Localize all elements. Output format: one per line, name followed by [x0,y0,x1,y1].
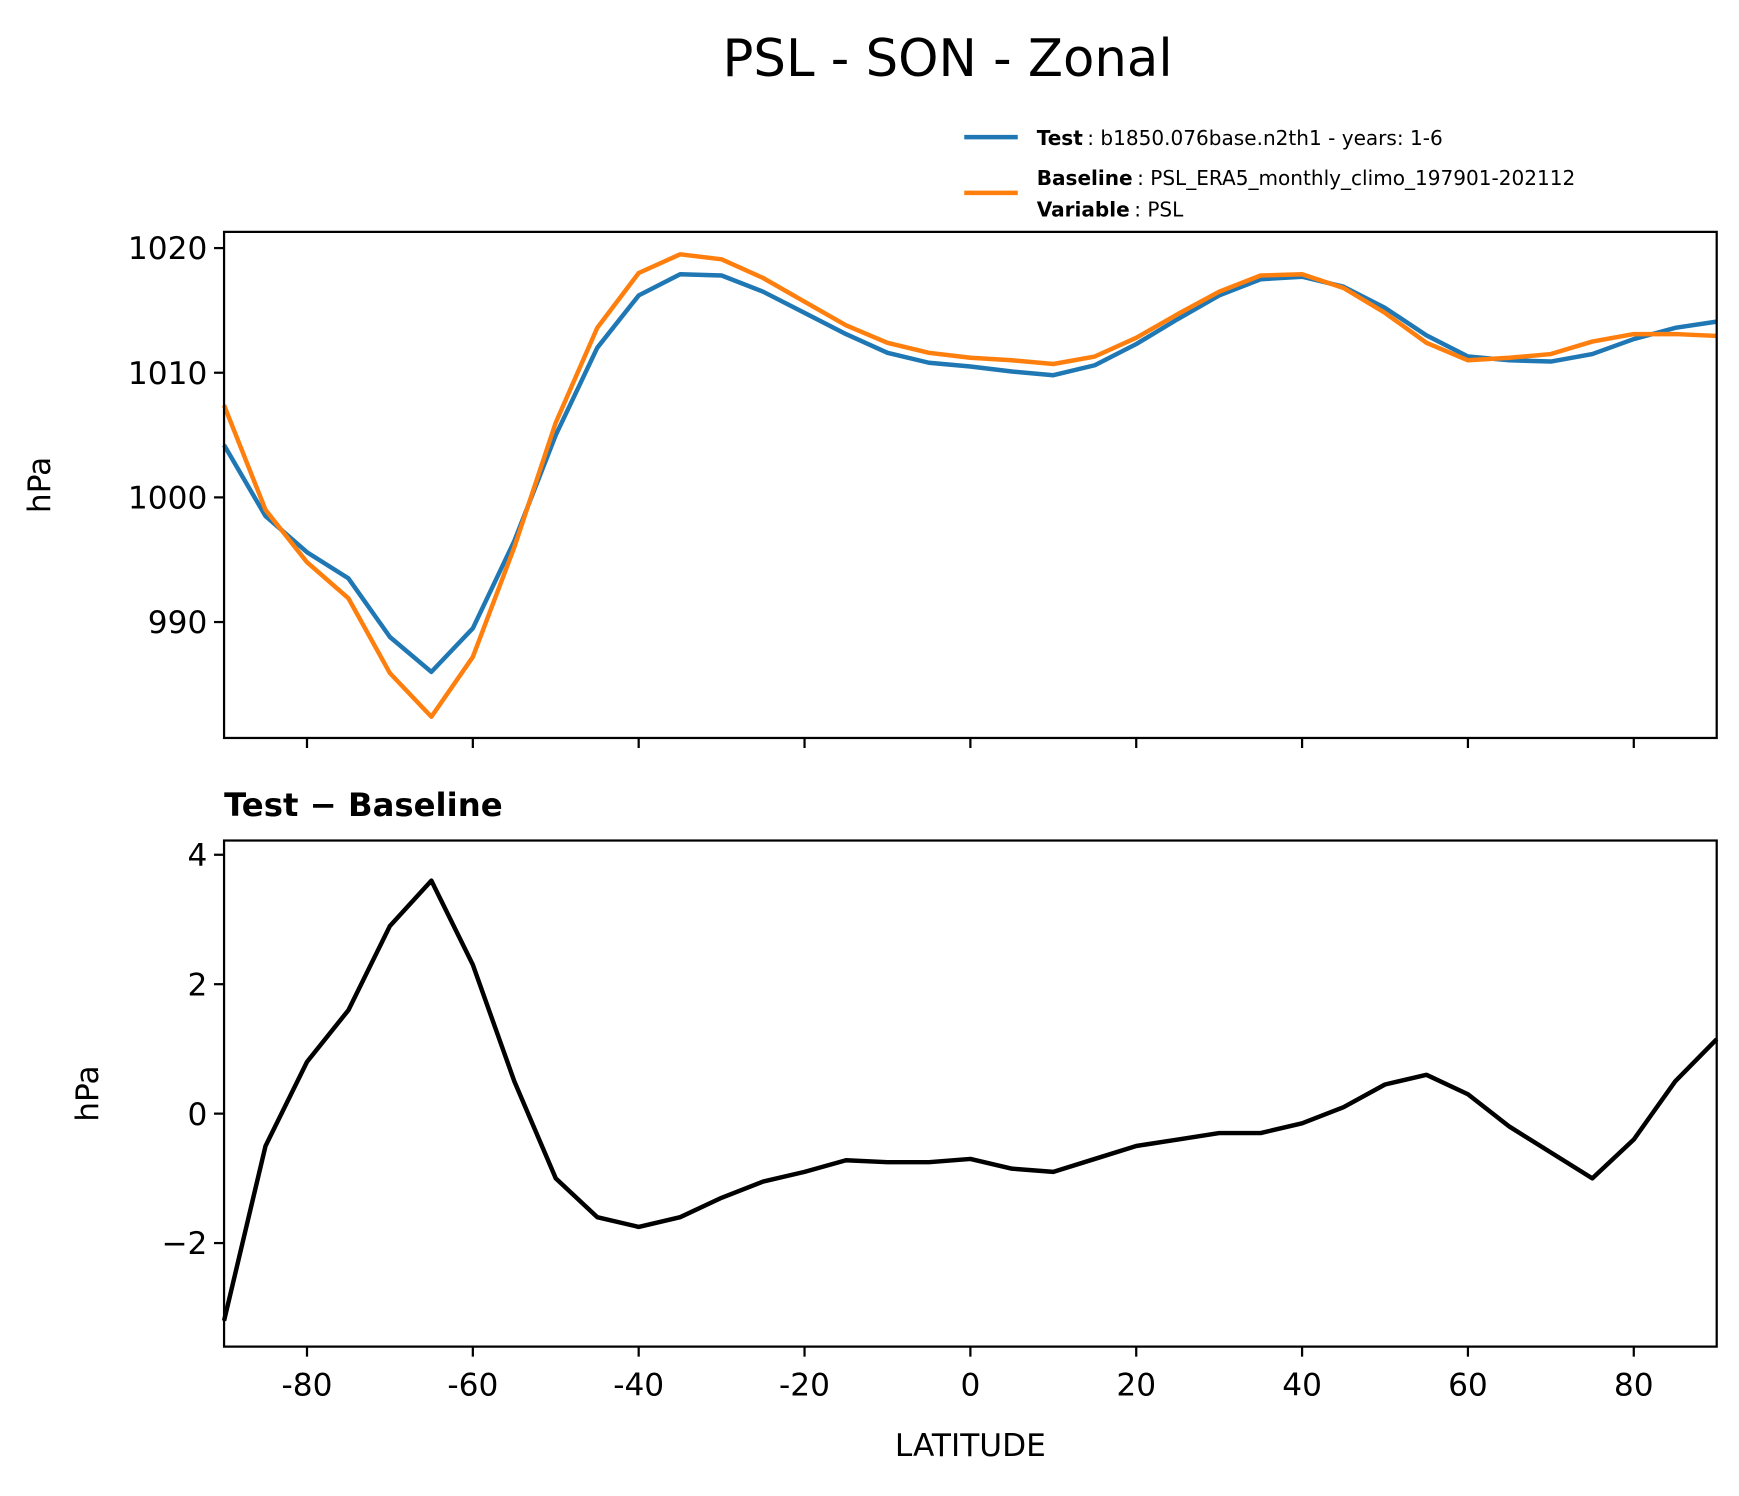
legend-label: Baseline: PSL_ERA5_monthly_climo_197901-… [1037,166,1576,190]
legend-label: Variable: PSL [1037,197,1184,221]
x-tick-label: -40 [613,1368,664,1404]
legend-label: Test: b1850.076base.n2th1 - years: 1-6 [1037,126,1443,150]
y-axis-label: hPa [22,457,58,513]
y-tick-label: 1020 [128,231,207,267]
legend-description: : b1850.076base.n2th1 - years: 1-6 [1087,126,1442,150]
x-tick-label: 20 [1116,1368,1156,1404]
legend-name: Baseline [1037,166,1133,190]
legend-name: Test [1037,126,1084,150]
y-axis-label: hPa [70,1065,106,1121]
data-line [221,252,1717,720]
x-tick-label: -60 [447,1368,498,1404]
x-tick-label: -20 [779,1368,830,1404]
data-line [221,878,1719,1322]
y-tick-label: 990 [148,605,208,641]
y-tick-label: 2 [187,967,207,1003]
panel-title: Test − Baseline [224,786,503,824]
x-tick-label: 80 [1614,1368,1654,1404]
x-tick-label: 40 [1282,1368,1322,1404]
y-tick-label: 0 [187,1097,207,1133]
legend-description: : PSL [1134,197,1184,221]
data-line [222,272,1718,675]
x-tick-label: 60 [1448,1368,1488,1404]
y-tick-label: 1000 [128,481,207,517]
y-tick-label: 1010 [128,356,207,392]
y-tick-label: 4 [187,838,207,874]
legend-name: Variable [1037,197,1130,221]
x-tick-label: 0 [960,1368,980,1404]
figure-title: PSL - SON - Zonal [722,29,1172,89]
legend-description: : PSL_ERA5_monthly_climo_197901-202112 [1137,166,1575,190]
x-tick-label: -80 [282,1368,333,1404]
x-axis-label: LATITUDE [895,1428,1046,1464]
y-tick-label: −2 [161,1226,207,1262]
